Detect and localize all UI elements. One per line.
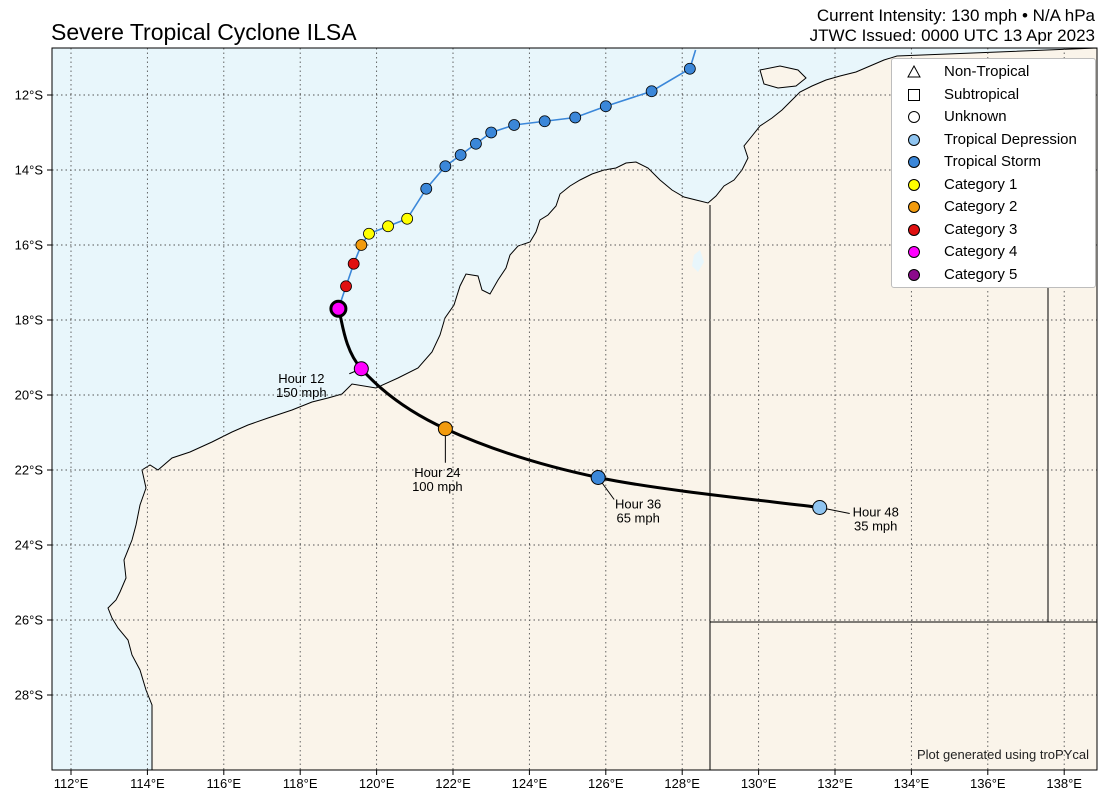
legend-label: Category 1 bbox=[944, 175, 1018, 193]
lat-tick-label: 24°S bbox=[15, 538, 44, 553]
forecast-point bbox=[437, 421, 453, 437]
forecast-hour-label: Hour 24 bbox=[414, 465, 460, 480]
lat-tick-label: 12°S bbox=[15, 88, 44, 103]
triangle-icon bbox=[907, 65, 921, 78]
legend-label: Tropical Depression bbox=[944, 130, 1077, 148]
lon-tick-label: 122°E bbox=[435, 776, 471, 791]
lon-tick-label: 128°E bbox=[664, 776, 700, 791]
lat-tick-label: 20°S bbox=[15, 388, 44, 403]
lon-tick-label: 134°E bbox=[894, 776, 930, 791]
axis-ticks: 112°E 114°E 116°E 118°E 120°E 122°E 124°E 126°E… bbox=[15, 88, 1083, 792]
legend-label: Category 5 bbox=[944, 265, 1018, 283]
past-track-point bbox=[538, 115, 551, 128]
square-icon bbox=[908, 88, 920, 101]
lat-tick-label: 26°S bbox=[15, 613, 44, 628]
legend-item: Category 5 bbox=[892, 264, 1095, 286]
legend-item: Category 2 bbox=[892, 196, 1095, 218]
legend-item: Tropical Storm bbox=[892, 151, 1095, 173]
lat-tick-label: 22°S bbox=[15, 463, 44, 478]
lat-tick-label: 18°S bbox=[15, 313, 44, 328]
gridlines bbox=[52, 48, 1097, 770]
past-track-point bbox=[599, 100, 612, 113]
legend-item: Unknown bbox=[892, 106, 1095, 128]
lon-tick-label: 124°E bbox=[512, 776, 548, 791]
legend-item: Subtropical bbox=[892, 84, 1095, 106]
lon-tick-label: 138°E bbox=[1046, 776, 1082, 791]
past-track-point bbox=[340, 280, 352, 293]
past-track-point bbox=[401, 212, 414, 225]
forecast-point bbox=[590, 470, 606, 485]
past-track-point bbox=[439, 160, 452, 173]
current-position bbox=[329, 299, 348, 318]
lat-tick-label: 14°S bbox=[15, 163, 44, 178]
legend-item: Category 1 bbox=[892, 174, 1095, 196]
past-track-point bbox=[569, 111, 582, 124]
lat-tick-label: 16°S bbox=[15, 238, 44, 253]
lon-tick-label: 114°E bbox=[130, 776, 165, 791]
circle-icon bbox=[908, 178, 920, 191]
circle-icon bbox=[908, 156, 920, 168]
legend-label: Category 3 bbox=[944, 220, 1018, 238]
legend: Non-Tropical Subtropical Unknown Tropical D… bbox=[891, 58, 1096, 288]
land-melville-island bbox=[759, 65, 807, 89]
intensity-info: Current Intensity: 130 mph • N/A hPa JTW… bbox=[810, 6, 1095, 46]
past-track-point bbox=[485, 126, 498, 139]
legend-label: Category 4 bbox=[944, 243, 1018, 260]
current-intensity: Current Intensity: 130 mph • N/A hPa bbox=[816, 6, 1095, 25]
issued-time: JTWC Issued: 0000 UTC 13 Apr 2023 bbox=[809, 26, 1095, 45]
past-track-point bbox=[382, 220, 394, 233]
past-track-point bbox=[363, 227, 375, 240]
forecast-hour-label: Hour 48 bbox=[853, 505, 899, 520]
legend-label: Tropical Storm bbox=[944, 153, 1041, 170]
past-track-point bbox=[420, 182, 433, 195]
lon-tick-label: 112°E bbox=[54, 776, 89, 791]
current-position-marker bbox=[329, 299, 348, 318]
lon-tick-label: 116°E bbox=[206, 776, 241, 791]
lon-tick-label: 136°E bbox=[970, 776, 1006, 791]
map-title: Severe Tropical Cyclone ILSA bbox=[51, 19, 357, 45]
forecast-wind-label: 35 mph bbox=[854, 519, 897, 534]
circle-icon bbox=[908, 201, 920, 213]
circle-icon bbox=[908, 246, 920, 258]
legend-item: Category 4 bbox=[892, 241, 1095, 263]
forecast-point bbox=[812, 500, 828, 515]
land-australia bbox=[107, 48, 1097, 770]
past-track-point bbox=[645, 85, 658, 98]
forecast-wind-label: 100 mph bbox=[412, 479, 463, 494]
circle-icon bbox=[908, 133, 920, 146]
past-track-points bbox=[340, 62, 696, 293]
forecast-wind-label: 65 mph bbox=[616, 511, 659, 526]
past-track-point bbox=[347, 257, 360, 270]
forecast-wind-label: 150 mph bbox=[276, 385, 327, 400]
forecast-hour-label: Hour 12 bbox=[278, 371, 324, 386]
legend-item: Non-Tropical bbox=[892, 61, 1095, 83]
legend-label: Category 2 bbox=[944, 198, 1018, 215]
forecast-hour-label: Hour 36 bbox=[615, 497, 661, 512]
forecast-point bbox=[353, 361, 369, 377]
legend-item: Tropical Depression bbox=[892, 129, 1095, 151]
circle-icon bbox=[908, 111, 920, 123]
past-track-point bbox=[470, 137, 482, 150]
legend-label: Subtropical bbox=[944, 85, 1020, 103]
plot-frame bbox=[51, 47, 1098, 771]
credit-text: Plot generated using troPYcal bbox=[917, 747, 1089, 762]
past-track-point bbox=[683, 62, 696, 75]
inland-lake bbox=[692, 250, 704, 272]
past-track-point bbox=[355, 239, 368, 251]
lat-tick-label: 28°S bbox=[15, 688, 44, 703]
lon-tick-label: 132°E bbox=[817, 776, 853, 791]
circle-icon bbox=[908, 223, 920, 236]
circle-icon bbox=[908, 268, 920, 281]
past-track-point bbox=[508, 119, 521, 131]
past-track-point bbox=[454, 149, 467, 161]
legend-label: Unknown bbox=[944, 108, 1007, 125]
legend-label: Non-Tropical bbox=[944, 63, 1030, 80]
lon-tick-label: 118°E bbox=[283, 776, 318, 791]
lon-tick-label: 126°E bbox=[588, 776, 624, 791]
lon-tick-label: 120°E bbox=[359, 776, 395, 791]
legend-item: Category 3 bbox=[892, 219, 1095, 241]
lon-tick-label: 130°E bbox=[741, 776, 777, 791]
